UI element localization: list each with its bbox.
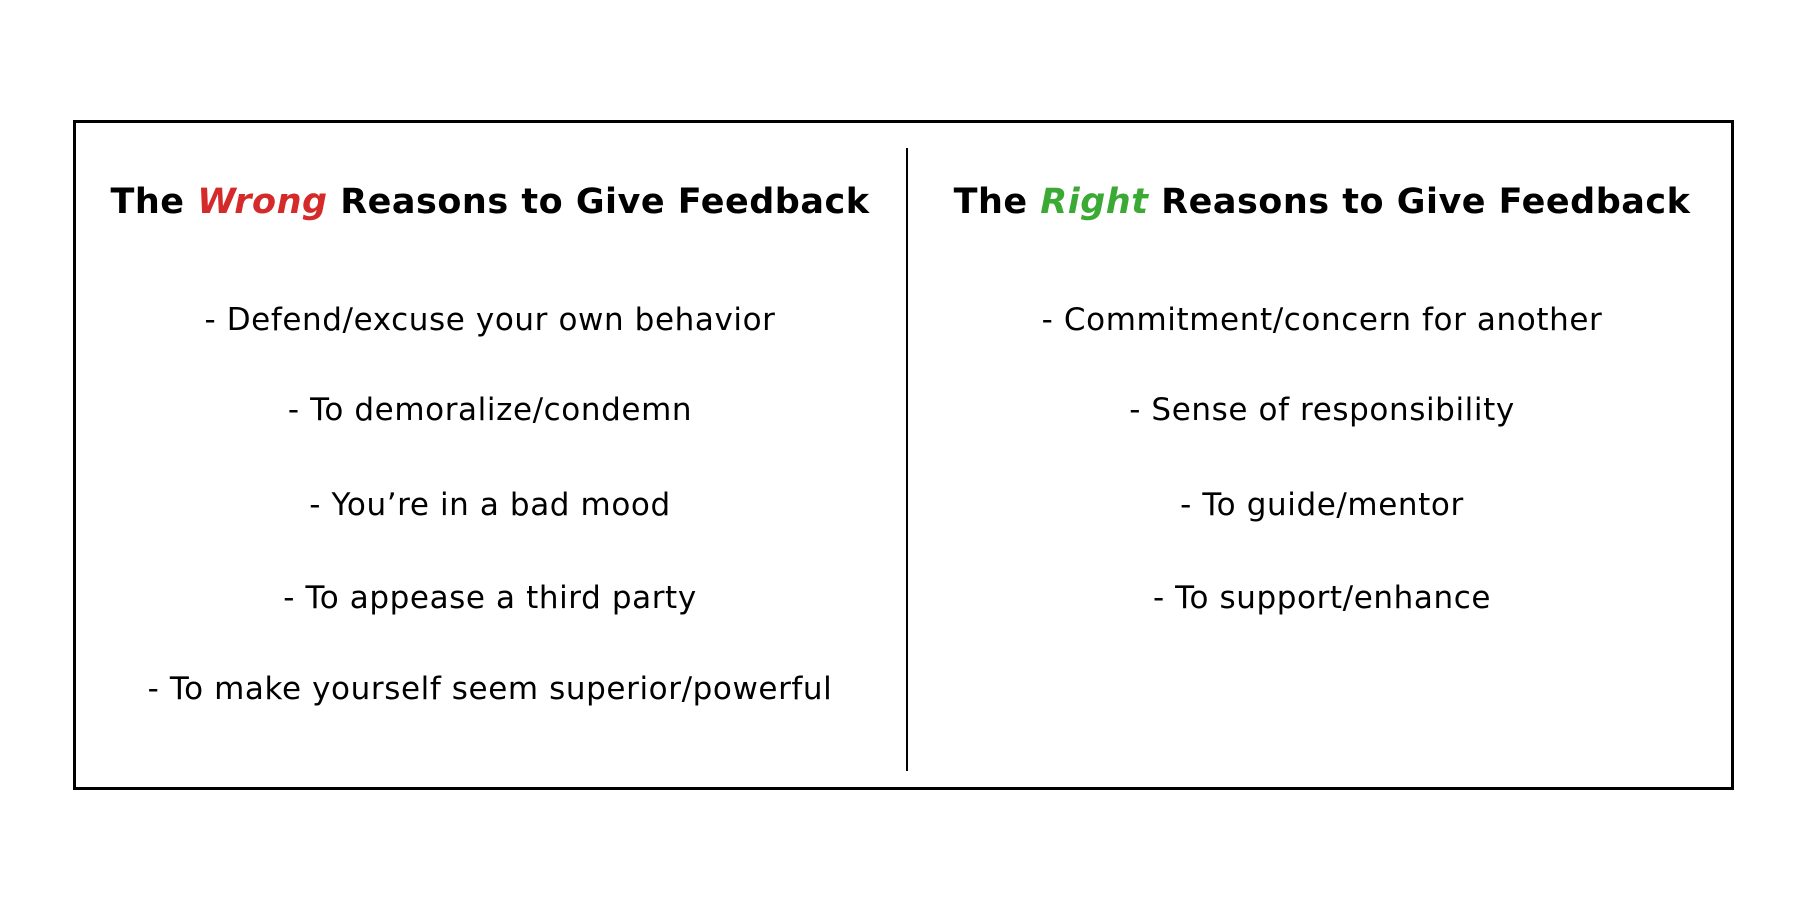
list-item: - To make yourself seem superior/powerfu… <box>147 671 833 707</box>
heading-accent-right: Right <box>1040 182 1149 222</box>
list-item: - Defend/excuse your own behavior <box>204 302 776 338</box>
heading-suffix: Reasons to Give Feedback <box>1148 182 1691 222</box>
list-item: - To appease a third party <box>283 580 697 616</box>
column-divider <box>906 148 908 771</box>
wrong-reasons-heading: The Wrong Reasons to Give Feedback <box>75 182 905 222</box>
list-item: - To demoralize/condemn <box>287 392 693 428</box>
list-item: - Sense of responsibility <box>1129 392 1515 428</box>
right-reasons-heading: The Right Reasons to Give Feedback <box>907 182 1737 222</box>
list-item: - Commitment/concern for another <box>1041 302 1603 338</box>
heading-accent-wrong: Wrong <box>197 182 328 222</box>
heading-suffix: Reasons to Give Feedback <box>327 182 870 222</box>
list-item: - To guide/mentor <box>1180 487 1464 523</box>
comparison-box <box>73 120 1734 790</box>
heading-prefix: The <box>953 182 1041 222</box>
list-item: - You’re in a bad mood <box>309 487 671 523</box>
heading-prefix: The <box>110 182 198 222</box>
list-item: - To support/enhance <box>1152 580 1492 616</box>
